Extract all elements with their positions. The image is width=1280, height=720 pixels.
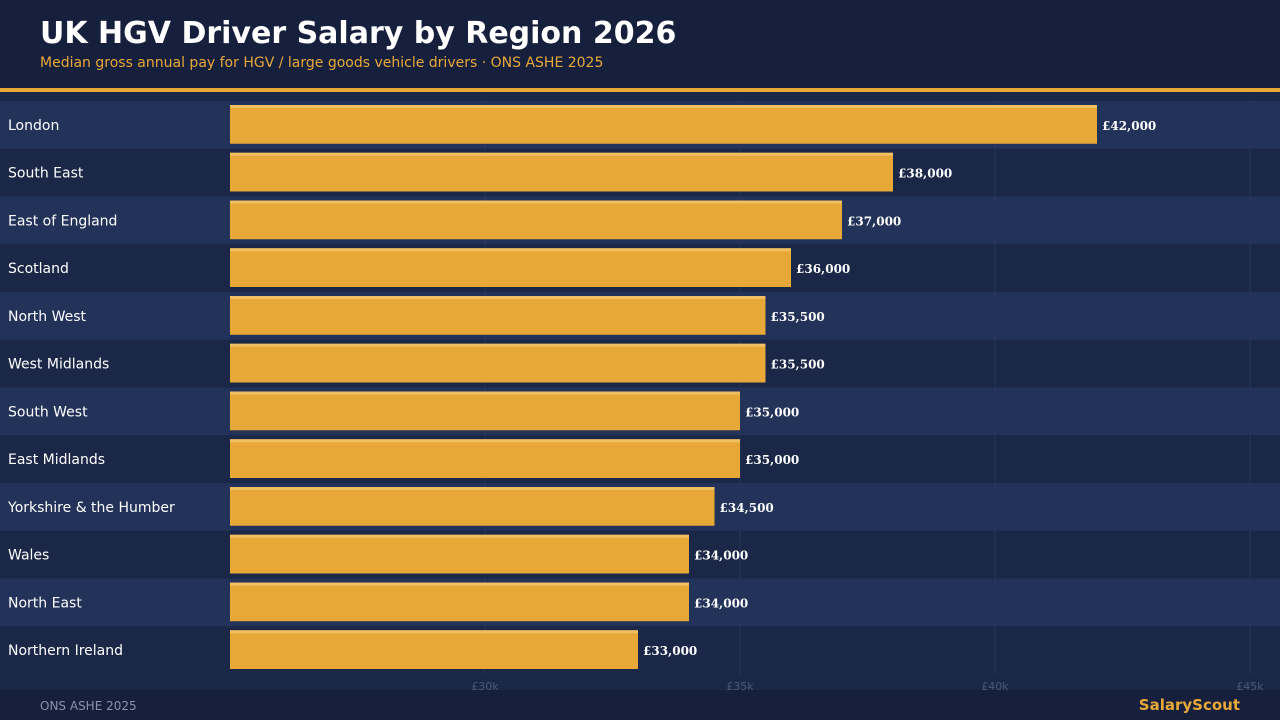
- value-label: £37,000: [847, 214, 901, 228]
- bar: [230, 487, 715, 526]
- value-label: £36,000: [796, 262, 850, 276]
- bar-highlight: [230, 343, 766, 347]
- category-label: South West: [8, 404, 88, 420]
- value-label: £35,000: [745, 405, 799, 419]
- bar: [230, 534, 689, 574]
- category-label: West Midlands: [8, 357, 109, 373]
- value-label: £33,000: [643, 644, 697, 658]
- x-tick-label: £35k: [726, 680, 754, 690]
- category-label: South East: [8, 166, 84, 182]
- bar-highlight: [230, 200, 842, 204]
- category-label: East of England: [8, 213, 117, 229]
- category-label: Wales: [8, 548, 49, 564]
- category-label: Scotland: [8, 261, 69, 277]
- bar-highlight: [230, 152, 893, 156]
- bar-highlight: [230, 296, 766, 299]
- value-label: £38,000: [898, 167, 952, 181]
- x-tick-label: £45k: [1236, 680, 1264, 690]
- bar: [230, 391, 740, 431]
- value-label: £35,000: [745, 453, 799, 467]
- value-label: £35,500: [771, 310, 825, 324]
- bar: [230, 582, 689, 622]
- bar-highlight: [230, 582, 689, 586]
- header-accent-line: [0, 88, 1280, 92]
- x-tick-label: £30k: [471, 680, 499, 690]
- category-label: London: [8, 118, 59, 134]
- value-label: £35,500: [771, 358, 825, 372]
- category-label: East Midlands: [8, 452, 105, 468]
- chart-title: UK HGV Driver Salary by Region 2026: [40, 16, 677, 51]
- source-note: ONS ASHE 2025: [40, 699, 137, 713]
- bar-highlight: [230, 105, 1097, 108]
- bar: [230, 630, 638, 669]
- value-label: £34,500: [720, 501, 774, 515]
- bar: [230, 439, 740, 478]
- row-background: [0, 626, 1280, 674]
- bar: [230, 343, 766, 383]
- bar-highlight: [230, 487, 715, 490]
- x-tick-label: £40k: [981, 680, 1009, 690]
- bar: [230, 152, 893, 192]
- bar-highlight: [230, 439, 740, 443]
- bar-highlight: [230, 630, 638, 634]
- bar-highlight: [230, 391, 740, 395]
- chart-footer: ONS ASHE 2025 SalaryScout: [0, 690, 1280, 720]
- brand-logo-text: SalaryScout: [1138, 696, 1240, 714]
- bar: [230, 200, 842, 240]
- category-label: Northern Ireland: [8, 643, 123, 659]
- bar: [230, 248, 791, 287]
- bar-highlight: [230, 248, 791, 252]
- bar-chart: London £42,000 South East £38,000 East of En…: [0, 101, 1280, 690]
- bar: [230, 296, 766, 335]
- bar-highlight: [230, 534, 689, 538]
- category-label: North East: [8, 595, 82, 611]
- category-label: North West: [8, 309, 87, 325]
- chart-header: UK HGV Driver Salary by Region 2026 Medi…: [0, 0, 1280, 88]
- chart-subtitle: Median gross annual pay for HGV / large …: [40, 55, 604, 71]
- value-label: £34,000: [694, 596, 748, 610]
- bar: [230, 105, 1097, 144]
- value-label: £34,000: [694, 549, 748, 563]
- category-label: Yorkshire & the Humber: [7, 500, 175, 516]
- value-label: £42,000: [1102, 119, 1156, 133]
